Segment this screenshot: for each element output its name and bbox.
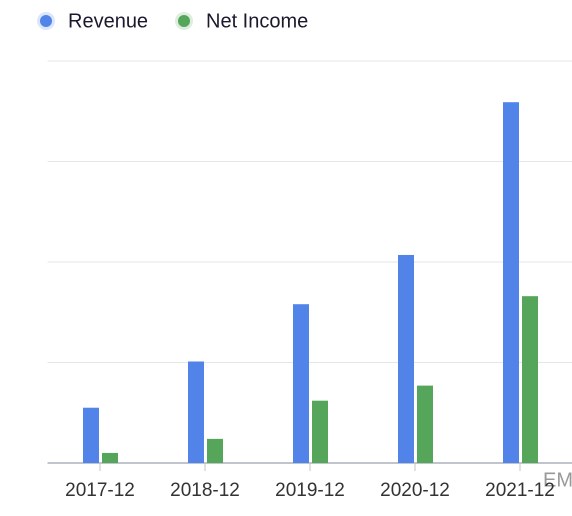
- bar: [503, 102, 519, 463]
- x-tick-label: 2018-12: [170, 480, 240, 501]
- bar: [293, 304, 309, 463]
- bar: [188, 361, 204, 463]
- x-tick-label: 2021-12: [485, 480, 555, 501]
- axis-note: EM: [543, 469, 572, 491]
- legend-label: Revenue: [68, 10, 148, 32]
- legend-marker: [40, 15, 52, 27]
- x-tick-label: 2020-12: [380, 480, 450, 501]
- x-tick-label: 2017-12: [65, 480, 135, 501]
- legend-label: Net Income: [206, 10, 308, 32]
- bar: [398, 254, 414, 463]
- bar: [102, 452, 118, 463]
- bar: [522, 296, 538, 463]
- bar: [312, 400, 328, 463]
- x-tick-label: 2019-12: [275, 480, 345, 501]
- bar: [417, 385, 433, 463]
- bar: [207, 438, 223, 463]
- bar: [83, 407, 99, 463]
- legend-marker: [178, 15, 190, 27]
